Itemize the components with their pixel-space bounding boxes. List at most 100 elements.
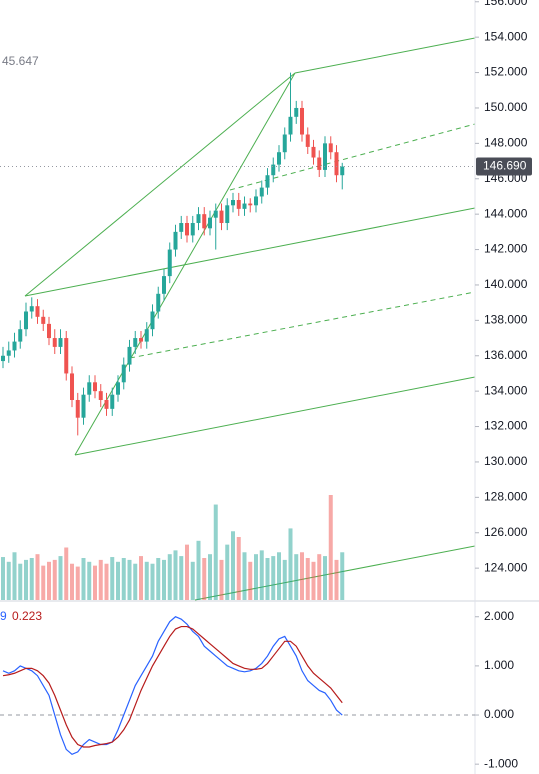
candle-body — [70, 373, 74, 400]
legend-label: 0.223 — [12, 609, 42, 623]
candle-body — [47, 323, 51, 339]
last-price-box — [476, 157, 532, 176]
y-tick-label: 138.000 — [484, 313, 528, 327]
y-tick-label: 154.000 — [484, 29, 528, 43]
candle-body — [300, 107, 304, 135]
volume-bar — [323, 556, 327, 600]
macd-line — [2, 616, 343, 756]
volume-bar — [225, 544, 230, 600]
y-tick-label: 126.000 — [484, 525, 528, 539]
volume-bar — [282, 559, 287, 600]
candle-body — [340, 166, 345, 176]
candle-body — [12, 341, 17, 351]
volume-bar — [248, 561, 253, 600]
candle-body — [196, 214, 201, 224]
volume-bar — [139, 556, 143, 600]
candle-body — [328, 143, 333, 153]
volume-bar — [231, 531, 235, 600]
candle-body — [190, 223, 195, 236]
candle-body — [162, 276, 166, 294]
candle-body — [311, 146, 316, 158]
y-tick-label: 148.000 — [484, 136, 528, 150]
candle-body — [317, 157, 322, 170]
y-tick-label: 0.000 — [484, 707, 514, 721]
candle-body — [156, 293, 161, 312]
volume-bar — [196, 540, 201, 600]
annotation: 45.647 — [2, 54, 39, 68]
volume-bar — [98, 559, 103, 600]
candle-body — [121, 364, 126, 383]
candle-body — [24, 311, 28, 330]
candle-body — [248, 203, 253, 206]
candle-body — [213, 210, 218, 218]
candle-body — [104, 400, 109, 409]
candle-body — [6, 350, 11, 356]
candle-body — [271, 164, 276, 176]
volume-bar — [271, 556, 276, 600]
volume-bar — [116, 561, 120, 600]
last-price-label: 146.690 — [483, 159, 527, 173]
candle-body — [110, 394, 115, 409]
candle-body — [75, 400, 80, 418]
candle-body — [29, 306, 34, 312]
volume-bar — [35, 554, 40, 600]
volume-bar — [213, 504, 218, 600]
legend-label: 9 — [0, 609, 7, 623]
candle-body — [87, 382, 92, 395]
volume-bar — [93, 565, 97, 600]
volume-bar — [242, 552, 247, 600]
y-tick-label: 2.000 — [484, 609, 514, 623]
candle-body — [58, 338, 63, 347]
volume-bar — [110, 557, 115, 600]
pitchfork — [24, 37, 476, 601]
candle-body — [64, 338, 69, 374]
candle-body — [185, 223, 189, 236]
y-tick-label: -1.000 — [484, 756, 518, 770]
candle-body — [288, 116, 293, 135]
volume-bar — [70, 563, 74, 600]
volume-bar — [265, 558, 270, 600]
volume-bar — [47, 561, 51, 600]
volume-bar — [254, 554, 258, 600]
macd-line — [2, 625, 343, 748]
candle-body — [150, 311, 155, 330]
volume-bar — [185, 544, 189, 600]
volume-bar — [64, 547, 69, 600]
volume-bar — [288, 528, 293, 600]
candle-body — [98, 391, 103, 400]
volume-bar — [1, 557, 5, 600]
candle-body — [167, 249, 172, 277]
volume-bar — [300, 552, 304, 600]
candle-body — [133, 338, 138, 347]
candle-body — [179, 223, 184, 232]
candle-body — [323, 143, 327, 170]
candle-body — [305, 134, 310, 147]
volume-bar — [24, 559, 28, 600]
volume-bar — [52, 559, 57, 600]
volume-bar — [144, 561, 149, 600]
candle-body — [225, 205, 230, 224]
y-tick-label: 124.000 — [484, 560, 528, 574]
candle-body — [18, 329, 23, 342]
candle-body — [254, 196, 258, 206]
candle-body — [236, 200, 241, 209]
candle-body — [208, 217, 212, 229]
candle-body — [144, 329, 149, 342]
candle-body — [41, 316, 46, 324]
candle-body — [127, 346, 132, 365]
candle-body — [231, 200, 235, 206]
volume-bar — [29, 558, 34, 600]
y-tick-label: 150.000 — [484, 100, 528, 114]
candle-body — [1, 355, 5, 362]
candle-body — [116, 382, 120, 395]
volume-bar — [173, 550, 178, 600]
volume-bar — [305, 558, 310, 600]
candle-body — [265, 175, 270, 188]
volume-bar — [317, 554, 322, 600]
candle-body — [259, 187, 264, 197]
y-tick-label: 132.000 — [484, 419, 528, 433]
volume-bar — [202, 558, 207, 600]
y-tick-label: 136.000 — [484, 348, 528, 362]
volume-bar — [150, 563, 155, 600]
candle-body — [93, 382, 97, 392]
